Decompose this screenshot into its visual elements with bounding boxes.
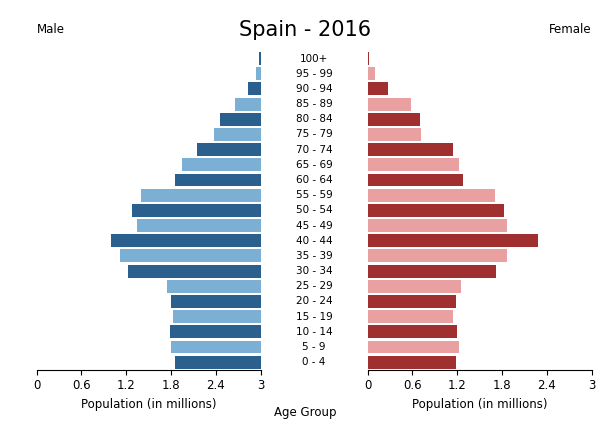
Text: 85 - 89: 85 - 89 (296, 99, 332, 109)
Bar (367, 173, 463, 187)
Text: Age Group: Age Group (274, 406, 336, 419)
Text: 55 - 59: 55 - 59 (296, 190, 332, 200)
Text: 45 - 49: 45 - 49 (296, 221, 332, 230)
Text: 50 - 54: 50 - 54 (296, 205, 332, 215)
Text: 95 - 99: 95 - 99 (296, 69, 332, 79)
Bar (367, 219, 508, 232)
Bar (367, 295, 456, 308)
Bar (220, 113, 261, 126)
Bar (256, 67, 261, 80)
Bar (170, 326, 261, 338)
Text: Spain - 2016: Spain - 2016 (239, 20, 371, 40)
Bar (142, 189, 261, 201)
Bar (235, 98, 261, 110)
Bar (367, 204, 503, 217)
X-axis label: Population (in millions): Population (in millions) (412, 398, 547, 411)
Text: 40 - 44: 40 - 44 (296, 236, 332, 246)
Bar (112, 234, 261, 247)
Bar (171, 295, 261, 308)
Bar (367, 128, 422, 141)
Text: 100+: 100+ (300, 54, 328, 64)
Text: 30 - 34: 30 - 34 (296, 266, 332, 276)
Text: 35 - 39: 35 - 39 (296, 251, 332, 261)
Text: 80 - 84: 80 - 84 (296, 114, 332, 124)
Bar (367, 159, 459, 171)
Bar (367, 340, 459, 354)
Bar (120, 249, 261, 262)
Bar (367, 356, 456, 368)
Bar (367, 234, 538, 247)
Bar (175, 173, 261, 187)
Bar (248, 82, 261, 95)
Bar (132, 204, 261, 217)
Bar (367, 82, 389, 95)
Bar (137, 219, 261, 232)
Text: 60 - 64: 60 - 64 (296, 175, 332, 185)
Bar (367, 67, 375, 80)
Bar (367, 189, 495, 201)
Text: 90 - 94: 90 - 94 (296, 84, 332, 94)
Text: 15 - 19: 15 - 19 (296, 312, 332, 322)
Text: 25 - 29: 25 - 29 (296, 281, 332, 291)
Text: 20 - 24: 20 - 24 (296, 297, 332, 306)
Text: 10 - 14: 10 - 14 (296, 327, 332, 337)
Text: 70 - 74: 70 - 74 (296, 144, 332, 155)
Bar (127, 265, 261, 278)
Bar (173, 310, 261, 323)
Text: 75 - 79: 75 - 79 (296, 130, 332, 139)
Bar (367, 265, 496, 278)
Bar (259, 52, 261, 65)
Bar (182, 159, 261, 171)
Bar (367, 113, 420, 126)
Text: Female: Female (549, 23, 592, 36)
Bar (175, 356, 261, 368)
Bar (367, 249, 508, 262)
Bar (167, 280, 261, 293)
Text: 65 - 69: 65 - 69 (296, 160, 332, 170)
Bar (171, 340, 261, 354)
Bar (367, 280, 461, 293)
Bar (197, 143, 261, 156)
Bar (367, 326, 458, 338)
Bar (215, 128, 261, 141)
Text: Male: Male (37, 23, 65, 36)
Bar (367, 143, 453, 156)
X-axis label: Population (in millions): Population (in millions) (81, 398, 217, 411)
Bar (367, 52, 369, 65)
Bar (367, 310, 453, 323)
Bar (367, 98, 411, 110)
Text: 5 - 9: 5 - 9 (303, 342, 326, 352)
Text: 0 - 4: 0 - 4 (303, 357, 326, 367)
